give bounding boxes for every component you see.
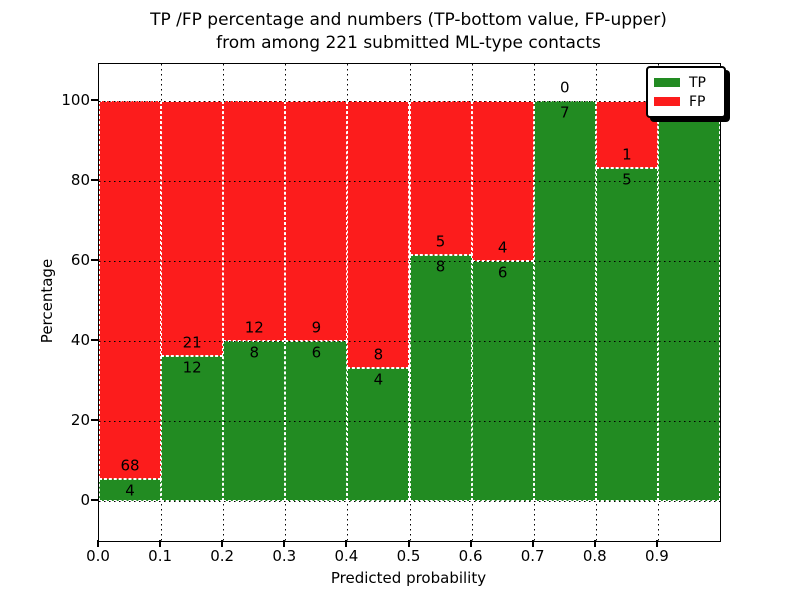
x-tick-mark [97,540,99,547]
fp-count-label: 12 [244,318,264,337]
horizontal-gridline [99,501,720,502]
x-tick-label: 0.4 [334,547,359,565]
horizontal-gridline [99,341,720,342]
y-tick-mark [91,179,98,181]
x-tick-label: 0.6 [458,547,483,565]
horizontal-gridline [99,101,720,102]
x-tick-label: 0.3 [272,547,297,565]
tp-count-label: 8 [435,257,446,276]
y-tick-mark [91,499,98,501]
tp-count-label: 6 [497,263,508,282]
y-tick-label: 0 [80,491,90,509]
y-tick-mark [91,259,98,261]
tp-bar-segment [161,355,224,501]
tp-bar-segment [595,167,658,501]
horizontal-gridline [99,181,720,182]
legend-item-fp: FP [654,92,718,111]
tp-bar-segment [99,478,162,501]
fp-count-label: 21 [182,333,202,352]
x-tick-mark [469,540,472,547]
y-tick-label: 100 [61,91,90,109]
y-tick-mark [91,99,98,101]
x-tick-label: 0.2 [210,547,235,565]
fp-count-label: 9 [311,318,322,337]
x-tick-label: 0.0 [86,547,110,565]
x-tick-label: 0.7 [520,547,545,565]
fp-count-label: 4 [497,238,508,257]
fp-swatch-icon [654,97,680,106]
y-tick-label: 60 [70,251,90,269]
fp-count-label: 0 [559,78,570,97]
tp-swatch-icon [654,78,680,87]
fp-bar-segment [161,101,224,356]
chart-title: TP /FP percentage and numbers (TP-bottom… [98,9,719,55]
fp-count-label: 5 [435,232,446,251]
x-tick-mark [159,540,162,547]
tp-count-label: 12 [182,358,202,377]
x-tick-mark [221,540,224,547]
x-tick-label: 0.1 [148,547,173,565]
x-tick-label: 0.8 [582,547,607,565]
tp-count-label: 4 [373,370,384,389]
y-tick-mark [91,419,98,421]
y-tick-label: 40 [70,331,90,349]
y-tick-mark [91,339,98,341]
horizontal-gridline [99,421,720,422]
tp-count-label: 7 [559,103,570,122]
tp-bar-segment [533,101,596,501]
x-tick-mark [283,540,286,547]
y-tick-label: 20 [70,411,90,429]
tp-count-label: 5 [622,170,632,189]
tp-bar-segment [471,261,534,501]
fp-bar-segment [223,101,286,341]
tp-bar-segment [657,101,720,501]
chart-title-line-1: TP /FP percentage and numbers (TP-bottom… [150,10,667,30]
tp-count-label: 4 [125,481,135,500]
x-tick-label: 0.5 [396,547,421,565]
fp-count-label: 8 [373,345,384,364]
y-tick-label: 80 [70,171,90,189]
x-axis-label: Predicted probability [330,569,487,587]
tp-bar-segment [347,367,410,501]
x-tick-mark [655,540,658,547]
legend-item-tp: TP [654,73,718,92]
fp-bar-segment [285,101,348,341]
fp-bar-segment [409,101,472,255]
chart-title-line-2: from among 221 submitted ML-type contact… [216,33,601,53]
fp-count-label: 68 [120,456,140,475]
x-tick-mark [345,540,348,547]
legend: TP FP [646,66,726,118]
tp-count-label: 8 [249,343,260,362]
x-tick-mark [407,540,410,547]
fp-bar-segment [99,101,162,479]
plot-area: 6842112128968458460715033 [98,63,721,542]
horizontal-gridline [99,261,720,262]
tp-count-label: 6 [311,343,322,362]
legend-label-tp: TP [689,74,706,91]
x-tick-mark [593,540,596,547]
legend-label-fp: FP [689,93,706,110]
x-tick-mark [531,540,534,547]
x-tick-label: 0.9 [644,547,669,565]
fp-bar-segment [347,101,410,368]
fp-count-label: 1 [622,145,632,164]
tp-bar-segment [409,254,472,501]
